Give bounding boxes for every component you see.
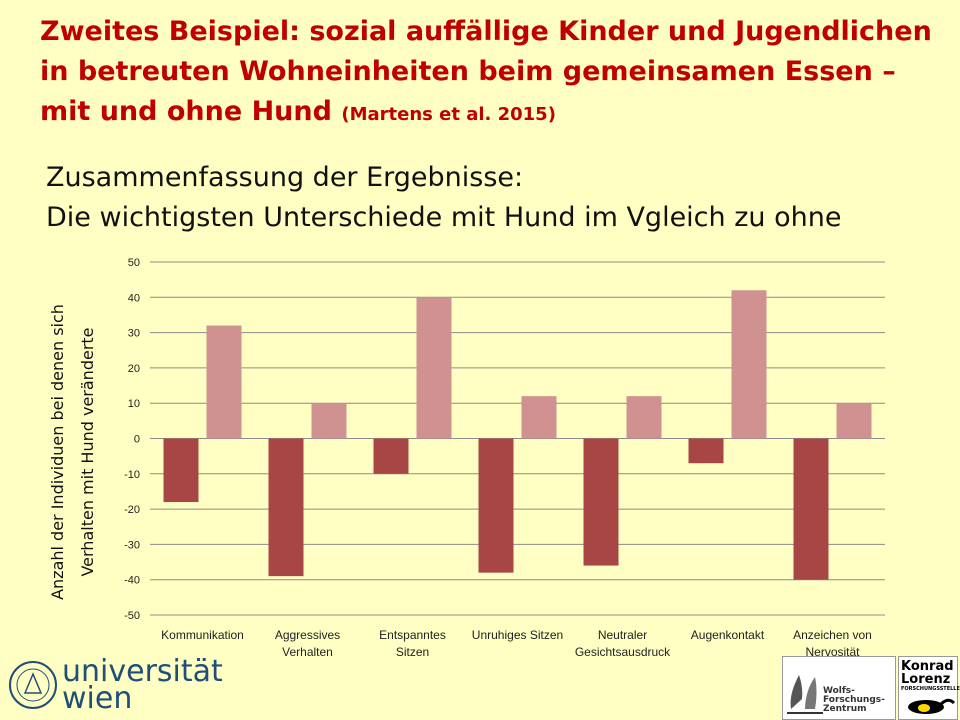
title-citation: (Martens et al. 2015) bbox=[341, 104, 556, 125]
y-tick-label: 0 bbox=[134, 434, 140, 446]
category-label: Augenkontakt bbox=[691, 628, 765, 642]
konrad-lorenz-logo: Konrad Lorenz FORSCHUNGSSTELLE bbox=[898, 656, 960, 720]
wolf-science-center-text: Wolfs- Forschungs- Zentrum bbox=[823, 687, 885, 714]
bar-series-1 bbox=[478, 438, 514, 573]
y-tick-label: -40 bbox=[124, 575, 140, 587]
y-tick-label: 20 bbox=[128, 363, 140, 375]
y-tick-label: -30 bbox=[124, 539, 140, 551]
bar-series-2 bbox=[836, 403, 872, 439]
y-axis-label-line-1: Anzahl der Individuen bei denen sich bbox=[48, 304, 67, 600]
y-axis-label-line-2: Verhalten mit Hund veränderte bbox=[78, 327, 97, 576]
gridlines bbox=[150, 261, 885, 616]
konrad-lorenz-text: Konrad Lorenz FORSCHUNGSSTELLE bbox=[901, 660, 960, 693]
category-label: Unruhiges Sitzen bbox=[472, 628, 563, 642]
bar-series-2 bbox=[206, 325, 242, 439]
university-logo-line-2: wien bbox=[62, 681, 133, 716]
y-tick-label: -20 bbox=[124, 504, 140, 516]
y-tick-labels: 50 40 30 20 10 0 -10 -20 -30 -40 -50 bbox=[124, 257, 140, 622]
bar-series-1 bbox=[793, 438, 829, 580]
y-tick-label: 40 bbox=[128, 292, 140, 304]
subtitle-line-1: Zusammenfassung der Ergebnisse: bbox=[46, 162, 524, 193]
wolf-science-center-logo: Wolfs- Forschungs- Zentrum bbox=[782, 656, 896, 720]
category-label: Anzeichen von Nervosität bbox=[793, 628, 872, 659]
y-tick-label: 50 bbox=[128, 257, 140, 269]
category-labels: Kommunikation Aggressives Verhalten Entspan… bbox=[161, 628, 872, 659]
bar-series-1 bbox=[268, 438, 304, 577]
bar-series-2 bbox=[416, 297, 452, 439]
category-label: Kommunikation bbox=[161, 628, 244, 642]
y-tick-label: -50 bbox=[124, 610, 140, 622]
category-label: Entspanntes Sitzen bbox=[379, 628, 446, 659]
klf-line-3: FORSCHUNGSSTELLE bbox=[901, 686, 960, 692]
category-label: Aggressives Verhalten bbox=[275, 628, 340, 659]
y-tick-label: 10 bbox=[128, 398, 140, 410]
goose-icon bbox=[908, 698, 956, 714]
bar-series-2 bbox=[521, 396, 557, 439]
title-lead: Zweites Beispiel: bbox=[40, 16, 300, 47]
category-label: Neutraler Gesichtsausdruck bbox=[575, 628, 671, 659]
wolf-logo-line-1: Wolfs- bbox=[823, 686, 855, 696]
bar-series-1 bbox=[688, 438, 724, 464]
bar-series-2 bbox=[626, 396, 662, 439]
wolves-icon bbox=[787, 675, 823, 714]
bar-series-1 bbox=[163, 438, 199, 503]
klf-line-2: Lorenz bbox=[901, 672, 951, 687]
wolf-logo-line-2: Forschungs- bbox=[823, 695, 885, 705]
university-logo-line-1: universität bbox=[62, 654, 223, 689]
subtitle-line-2: Die wichtigsten Unterschiede mit Hund im… bbox=[46, 202, 842, 233]
wolf-logo-line-3: Zentrum bbox=[823, 704, 867, 714]
bars bbox=[163, 290, 872, 580]
title-main: sozial auffällige Kinder und Jugendliche… bbox=[40, 16, 932, 127]
slide-title: Zweites Beispiel: sozial auffällige Kind… bbox=[40, 12, 940, 135]
bar-series-2 bbox=[311, 403, 347, 439]
bar-series-2 bbox=[731, 290, 767, 439]
y-tick-label: 30 bbox=[128, 328, 140, 340]
klf-line-1: Konrad bbox=[901, 659, 954, 674]
results-subtitle: Zusammenfassung der Ergebnisse: Die wich… bbox=[46, 158, 946, 238]
bar-series-1 bbox=[583, 438, 619, 566]
university-seal-icon bbox=[9, 661, 57, 709]
y-tick-label: -10 bbox=[124, 469, 140, 481]
bar-series-1 bbox=[373, 438, 409, 474]
university-logo: universität wien bbox=[62, 654, 223, 716]
